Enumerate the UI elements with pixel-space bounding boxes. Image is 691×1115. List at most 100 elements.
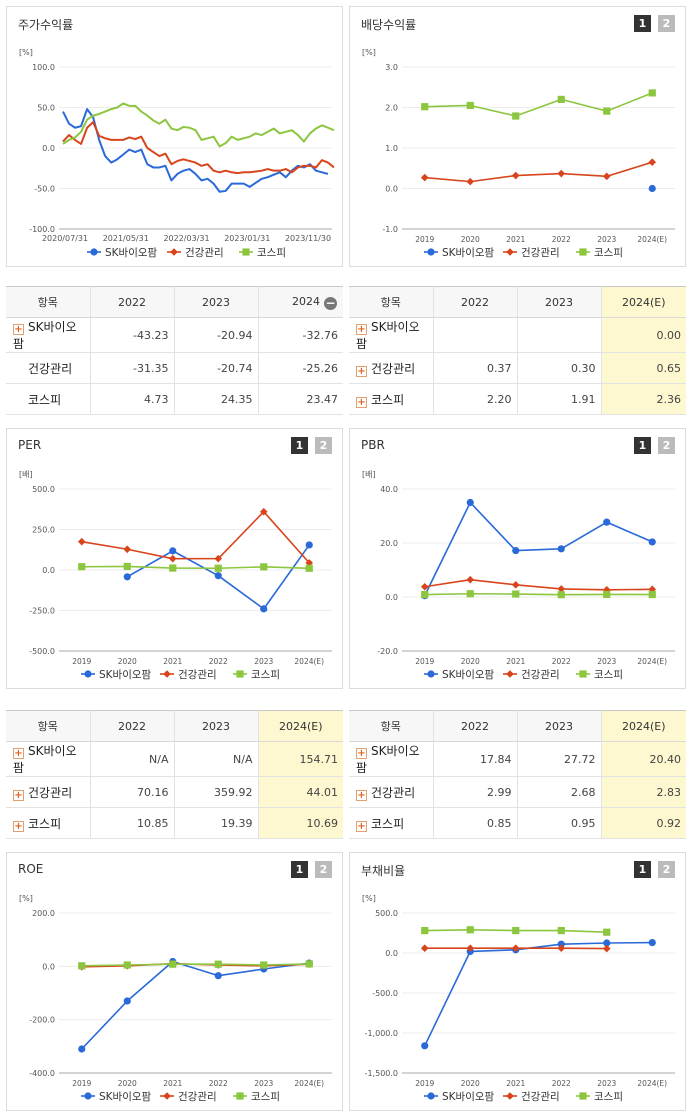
- view-1-button[interactable]: 1: [634, 15, 651, 32]
- x-tick-label: 2023/11/30: [285, 234, 331, 243]
- row-name: 건강관리: [371, 785, 416, 800]
- data-point: [169, 547, 177, 555]
- view-1-button[interactable]: 1: [634, 861, 651, 878]
- panel-title: 주가수익률: [18, 18, 74, 32]
- pbr-panel: PBR 1 2 [배] 40.0 20.0 0.0 -20.0 2019 2020 2021 2…: [349, 428, 686, 689]
- series-line: [81, 510, 310, 564]
- series-line: [62, 108, 329, 193]
- legend-label: 코스피: [594, 1091, 623, 1103]
- data-point: [512, 590, 520, 598]
- legend-label: 건강관리: [178, 1091, 217, 1103]
- cell: 0.30: [516, 352, 601, 384]
- expand-plus-icon[interactable]: +: [13, 324, 24, 335]
- data-point: [259, 507, 268, 516]
- x-tick-label: 2020: [118, 1079, 137, 1088]
- expand-plus-icon[interactable]: +: [13, 820, 24, 832]
- price-return-table: 항목 2022 2023 2024− + SK바이오팜 -43.23 -20.94…: [6, 286, 343, 415]
- x-tick-label: 2019: [415, 1079, 434, 1088]
- view-2-button[interactable]: 2: [658, 15, 675, 32]
- expand-plus-icon[interactable]: +: [356, 365, 367, 377]
- data-point: [123, 573, 131, 581]
- cell: 0.92: [600, 807, 686, 839]
- row-label: 코스피: [6, 383, 90, 415]
- data-point: [170, 248, 178, 256]
- expand-plus-icon[interactable]: +: [13, 789, 24, 801]
- data-point: [512, 112, 520, 120]
- x-tick-label: 2021: [163, 1079, 182, 1088]
- y-tick-label: 0.0: [42, 566, 55, 575]
- view-1-button[interactable]: 1: [634, 437, 651, 454]
- dividend-yield-table: 항목 2022 2023 2024(E) + SK바이오팜 0.00 + 건강관리 …: [349, 286, 686, 415]
- data-point: [214, 564, 222, 572]
- cell: -20.74: [173, 352, 258, 384]
- row-name: 건강관리: [371, 361, 416, 376]
- debt-ratio-chart: [%] 500.0 0.0 -500.0 -1,000.0 -1,500.0 2019 202…: [362, 894, 675, 1103]
- y-tick-label: -50.0: [34, 185, 55, 194]
- roe-panel: ROE 1 2 [%] 200.0 0.0 -200.0 -400.0 2019 2020 2…: [6, 852, 343, 1111]
- x-tick-label: 2022/03/31: [163, 234, 209, 243]
- legend-label: SK바이오팜: [442, 669, 495, 681]
- data-point: [512, 546, 520, 555]
- table-row: + 코스피 2.20 1.91 2.36: [349, 383, 686, 415]
- data-point: [123, 562, 131, 571]
- y-axis-unit: [배]: [19, 470, 33, 479]
- series-line: [62, 102, 335, 148]
- data-point: [421, 927, 429, 935]
- col-header: 2024(E): [600, 286, 686, 318]
- view-1-button[interactable]: 1: [291, 861, 308, 878]
- data-point: [557, 545, 565, 553]
- data-point: [557, 944, 566, 952]
- x-tick-label: 2023: [597, 1079, 616, 1088]
- row-label: + SK바이오팜: [6, 317, 90, 353]
- row-name: 건강관리: [28, 361, 73, 376]
- x-tick-label: 2023: [597, 235, 616, 244]
- view-1-button[interactable]: 1: [291, 437, 308, 454]
- expand-plus-icon[interactable]: +: [356, 789, 367, 801]
- view-2-button[interactable]: 2: [315, 437, 332, 454]
- x-tick-label: 2019: [415, 657, 434, 666]
- view-2-button[interactable]: 2: [658, 861, 675, 878]
- series-line: [424, 941, 653, 1047]
- pbr-table: 항목 2022 2023 2024(E) + SK바이오팜 17.84 27.72…: [349, 710, 686, 839]
- data-point: [78, 962, 86, 970]
- expand-plus-icon[interactable]: +: [356, 324, 367, 335]
- expand-plus-icon[interactable]: +: [356, 748, 367, 759]
- panel-title: 배당수익률: [361, 18, 417, 32]
- data-point: [168, 554, 177, 563]
- expand-plus-icon[interactable]: +: [356, 820, 367, 832]
- x-tick-label: 2020: [461, 1079, 480, 1088]
- view-2-button[interactable]: 2: [658, 437, 675, 454]
- legend-label: 코스피: [251, 669, 280, 681]
- cell: 44.01: [257, 776, 343, 808]
- data-point: [427, 1092, 435, 1100]
- y-axis-unit: [배]: [362, 470, 376, 479]
- legend-label: SK바이오팜: [442, 1091, 495, 1103]
- data-point: [506, 670, 514, 678]
- cell: [516, 317, 601, 353]
- view-2-button[interactable]: 2: [315, 861, 332, 878]
- collapse-icon[interactable]: −: [324, 295, 337, 310]
- col-header: 항목: [349, 286, 433, 318]
- row-name: 코스피: [28, 816, 62, 831]
- y-axis-unit: [%]: [19, 894, 33, 903]
- y-tick-label: 0.0: [42, 962, 55, 971]
- data-point: [123, 997, 131, 1005]
- price-return-panel: 주가수익률 [%] 100.0 50.0 0.0 -50.0 -100.0 2020/07/…: [6, 6, 343, 267]
- cell: 27.72: [516, 741, 601, 777]
- x-tick-label: 2022: [552, 1079, 571, 1088]
- legend-label: 코스피: [257, 247, 286, 259]
- expand-plus-icon[interactable]: +: [356, 396, 367, 408]
- expand-plus-icon[interactable]: +: [13, 748, 24, 759]
- data-point: [305, 559, 314, 567]
- series-line: [81, 963, 310, 967]
- data-point: [511, 944, 520, 952]
- legend-label: 코스피: [594, 669, 623, 681]
- cell: 0.85: [432, 807, 517, 839]
- row-name: SK바이오팜: [356, 320, 420, 351]
- data-point: [163, 670, 171, 678]
- row-label: + 코스피: [349, 383, 433, 415]
- series-line: [62, 121, 335, 175]
- data-point: [420, 944, 429, 952]
- x-tick-label: 2022: [552, 235, 571, 244]
- y-tick-label: 0.0: [42, 144, 55, 153]
